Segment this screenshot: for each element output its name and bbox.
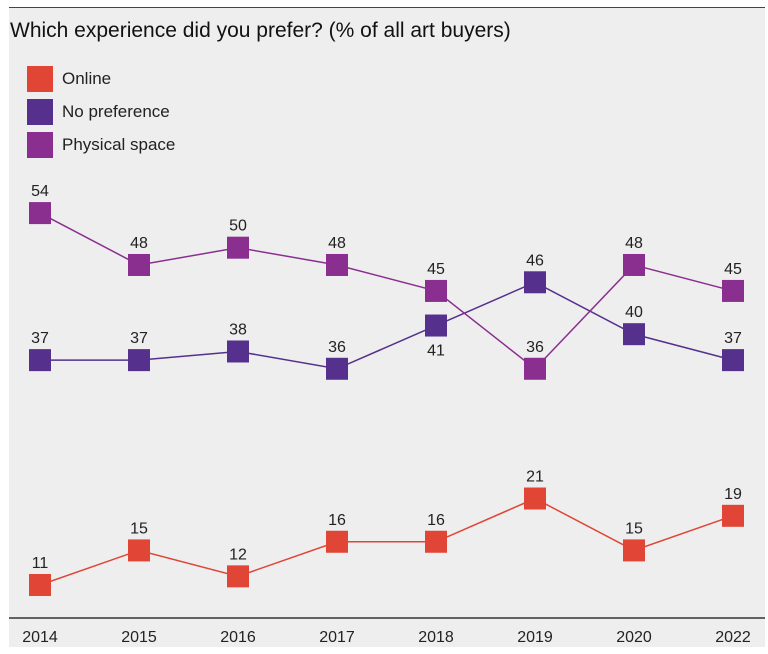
data-marker (128, 349, 150, 372)
data-label: 45 (724, 261, 742, 278)
x-tick-label: 2016 (220, 629, 256, 646)
data-marker (326, 253, 348, 276)
data-label: 16 (328, 512, 346, 529)
x-tick-label: 2015 (121, 629, 157, 646)
data-marker (326, 357, 348, 380)
x-tick-label: 2018 (418, 629, 454, 646)
data-label: 36 (526, 339, 544, 356)
series-line-online (39, 497, 734, 586)
data-marker (524, 271, 546, 294)
legend-swatch (27, 132, 53, 158)
data-label: 15 (625, 520, 643, 537)
chart-title: Which experience did you prefer? (% of a… (10, 19, 511, 42)
data-marker (227, 340, 249, 363)
legend-swatch (27, 99, 53, 125)
data-label: 16 (427, 512, 445, 529)
data-label: 48 (328, 235, 346, 252)
data-marker (722, 504, 744, 527)
data-label: 11 (32, 555, 49, 572)
data-marker (623, 539, 645, 562)
legend-item-physical-space: Physical space (27, 132, 175, 158)
data-marker (29, 349, 51, 372)
data-marker (227, 565, 249, 588)
data-label: 54 (31, 183, 49, 200)
data-label: 37 (31, 330, 49, 347)
data-marker (29, 574, 51, 597)
series-line-physical-space (39, 212, 734, 370)
legend-item-no-preference: No preference (27, 99, 170, 125)
x-tick-label: 2014 (22, 629, 58, 646)
legend-label: Physical space (62, 135, 176, 154)
data-label: 19 (724, 486, 742, 503)
x-tick-label: 2017 (319, 629, 355, 646)
data-marker (722, 279, 744, 302)
data-marker (128, 539, 150, 562)
data-label: 12 (229, 546, 247, 563)
data-label: 45 (427, 261, 445, 278)
data-marker (425, 530, 447, 553)
data-label: 37 (724, 330, 742, 347)
data-label: 37 (130, 330, 148, 347)
legend-label: Online (62, 69, 112, 88)
data-label: 48 (625, 235, 643, 252)
data-marker (128, 253, 150, 276)
data-marker (425, 314, 447, 337)
data-marker (524, 487, 546, 510)
data-label: 50 (229, 218, 247, 235)
data-marker (623, 253, 645, 276)
series-line-no-preference (40, 281, 734, 370)
data-label: 41 (427, 343, 445, 360)
data-marker (326, 530, 348, 553)
x-tick-label: 2022 (715, 629, 751, 646)
data-label: 15 (130, 520, 148, 537)
data-marker (722, 349, 744, 372)
data-marker (29, 202, 51, 225)
data-marker (227, 236, 249, 259)
data-label: 46 (526, 252, 544, 269)
data-label: 36 (328, 339, 346, 356)
data-label: 40 (625, 304, 643, 321)
data-label: 21 (526, 469, 544, 486)
data-marker (425, 279, 447, 302)
data-label: 48 (130, 235, 148, 252)
data-label: 38 (229, 321, 247, 338)
legend-swatch (27, 66, 53, 92)
x-tick-label: 2019 (517, 629, 553, 646)
legend-label: No preference (62, 102, 170, 121)
x-tick-label: 2020 (616, 629, 652, 646)
data-marker (524, 357, 546, 380)
data-marker (623, 323, 645, 346)
legend-item-online: Online (27, 66, 111, 92)
